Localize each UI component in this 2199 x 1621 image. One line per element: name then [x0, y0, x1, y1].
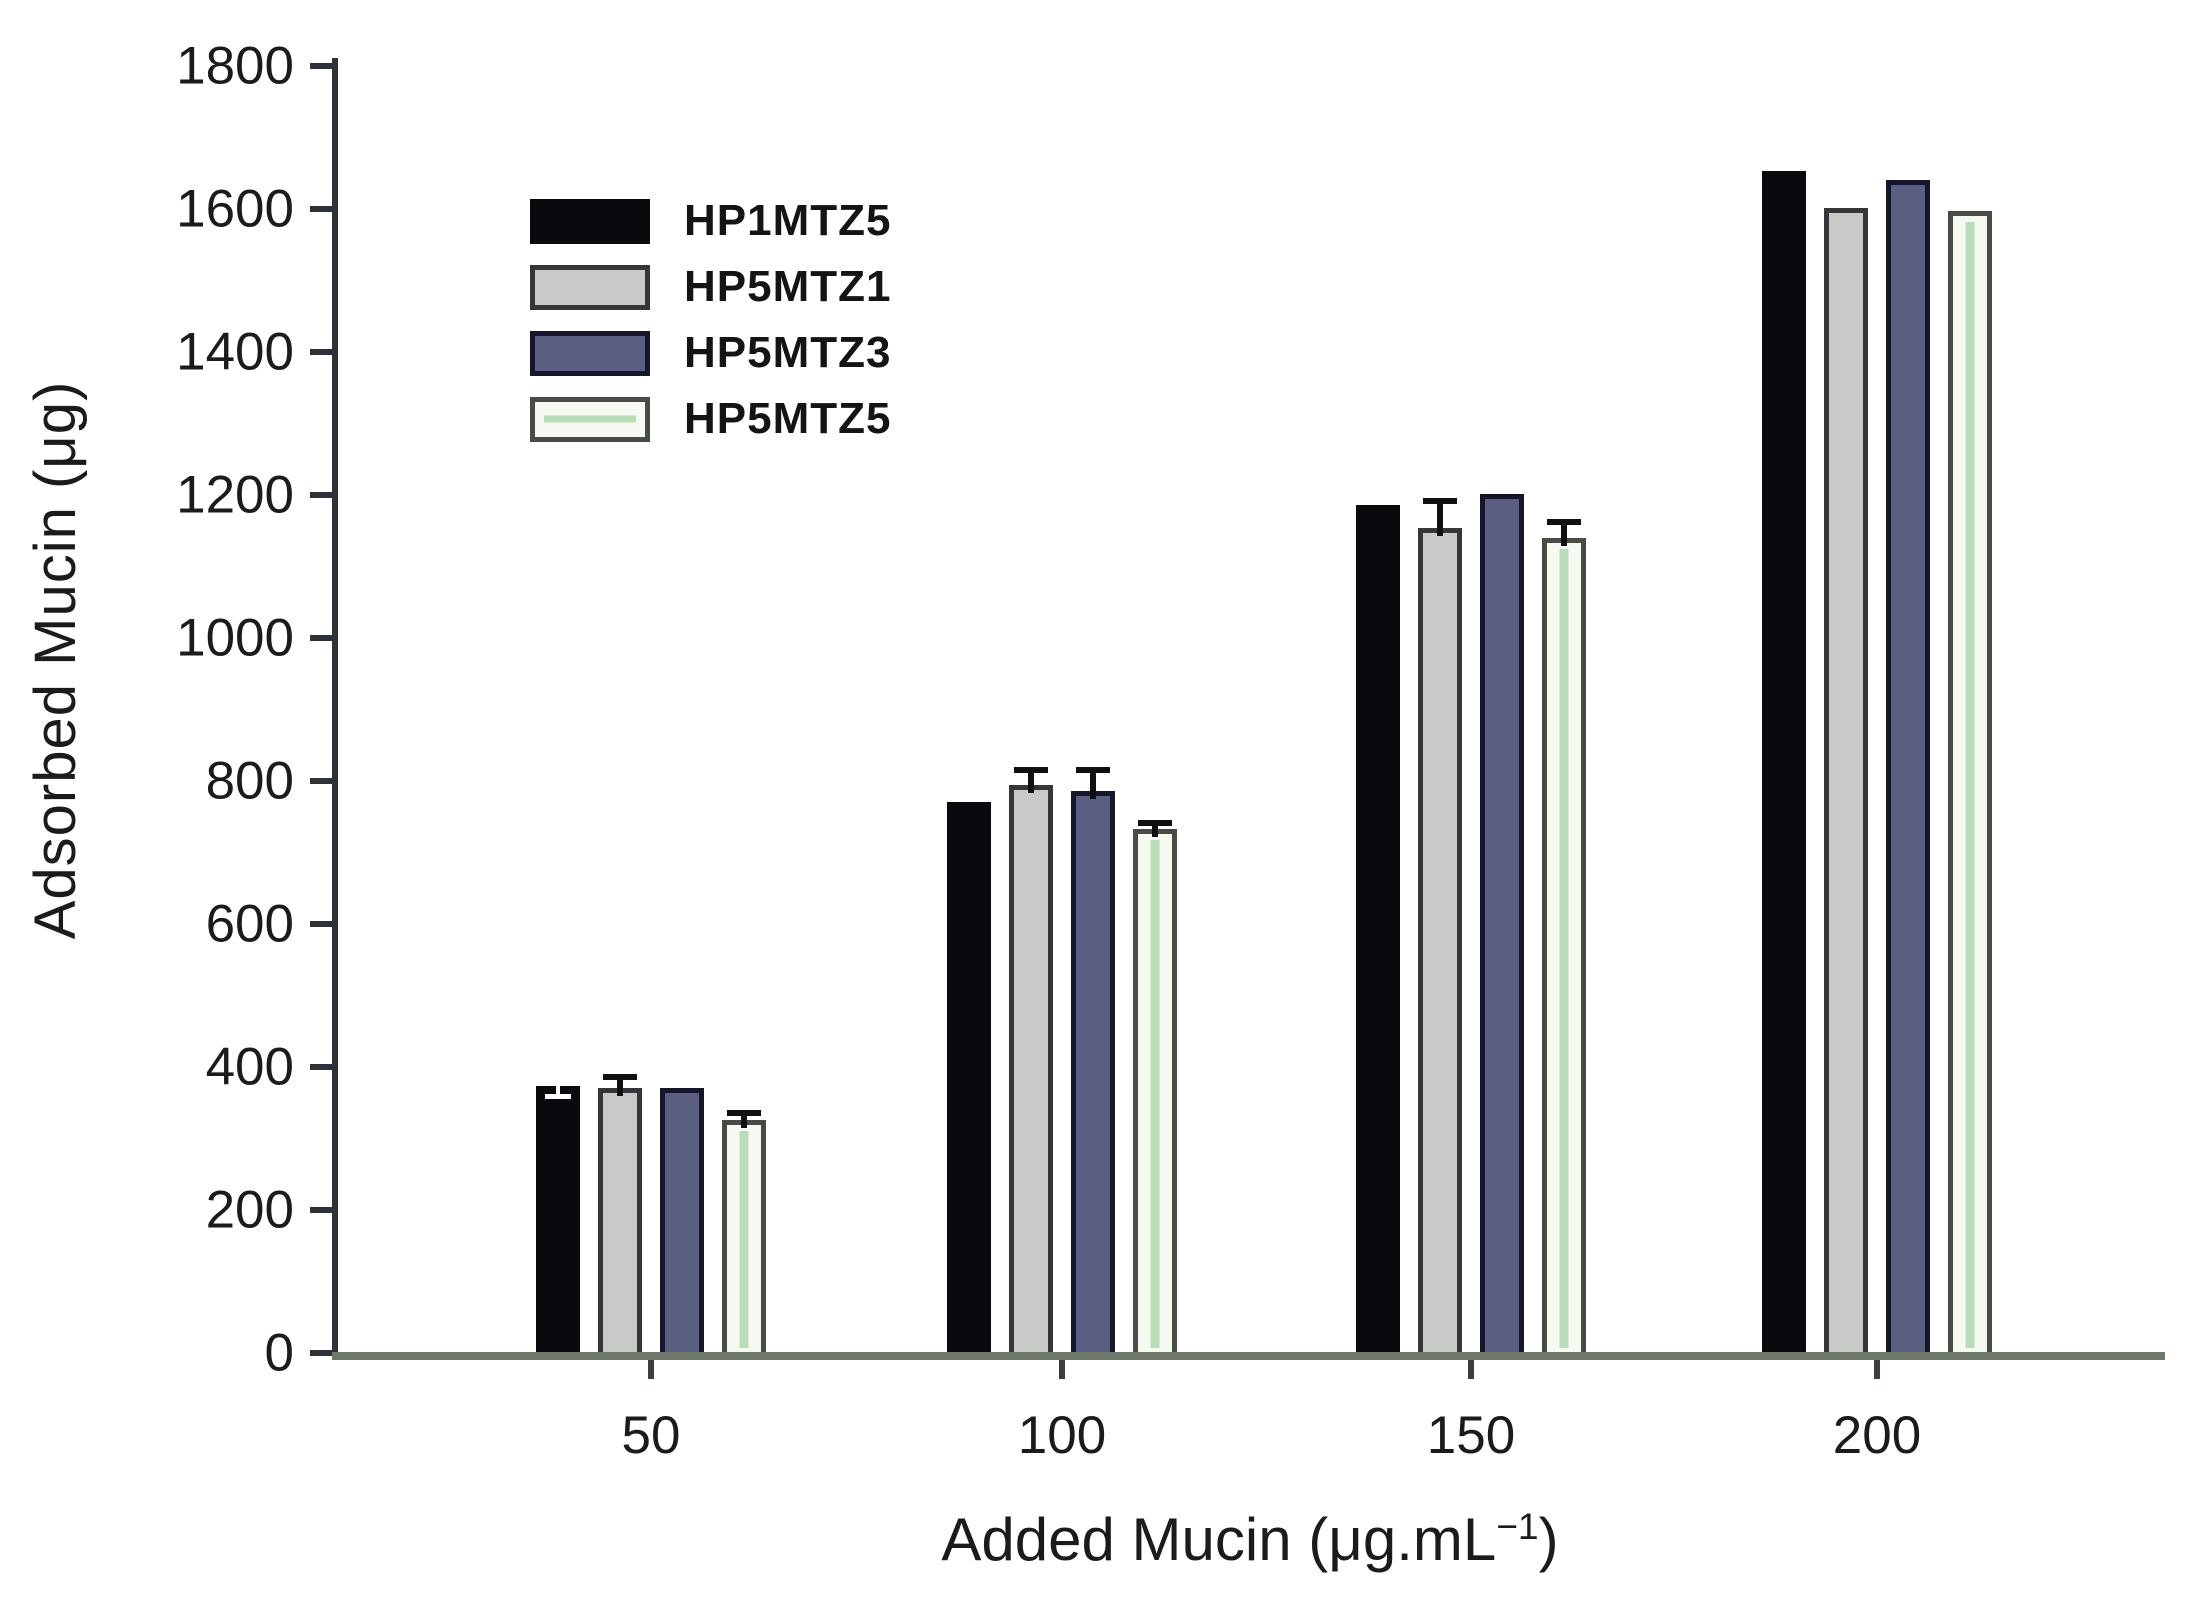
- bar-hp5mtz5-200: [1948, 211, 1992, 1357]
- bar-hp5mtz1-100: [1009, 784, 1053, 1357]
- x-tick-label: 100: [1017, 1406, 1107, 1465]
- bar-hp5mtz3-200: [1886, 179, 1930, 1357]
- x-axis-title-close: ): [1538, 1506, 1559, 1573]
- legend-swatch: [530, 396, 650, 442]
- bar-stripe: [739, 1130, 749, 1348]
- bar-hp1mtz5-50: [536, 1085, 580, 1357]
- x-tick-mark: [1874, 1360, 1880, 1379]
- legend-swatch: [530, 198, 650, 244]
- y-tick-mark: [310, 635, 332, 641]
- bar-stripe: [1965, 222, 1975, 1348]
- y-tick-label: 800: [205, 751, 294, 811]
- bar-hp1mtz5-150: [1356, 505, 1400, 1357]
- error-bar-inner-white-stem: [556, 1085, 560, 1096]
- bar-hp1mtz5-100: [947, 802, 991, 1357]
- y-tick-label: 1000: [176, 608, 294, 668]
- error-bar-stem: [1152, 823, 1158, 837]
- bar-hp5mtz5-100: [1133, 828, 1177, 1357]
- x-tick-label: 50: [621, 1406, 681, 1465]
- error-bar-cap: [727, 1109, 761, 1116]
- bar-hp5mtz1-50: [598, 1087, 642, 1357]
- y-axis-line: [332, 58, 338, 1358]
- error-bar-stem: [1090, 770, 1096, 799]
- bar-hp1mtz5-200: [1762, 171, 1806, 1357]
- legend-item-hp1mtz5: HP1MTZ5: [530, 188, 891, 254]
- legend-item-hp5mtz5: HP5MTZ5: [530, 386, 891, 452]
- legend-label: HP5MTZ3: [684, 328, 892, 377]
- error-bar-stem: [1561, 522, 1567, 546]
- error-bar-cap: [1547, 519, 1581, 526]
- bar-hp5mtz1-150: [1418, 527, 1462, 1357]
- x-axis-title-text: Added Mucin (μg.mL: [941, 1506, 1497, 1573]
- legend-swatch-stripe: [543, 415, 637, 423]
- x-tick-label: 150: [1426, 1406, 1516, 1465]
- y-tick-label: 1800: [176, 36, 294, 96]
- legend-label: HP5MTZ5: [684, 394, 892, 443]
- y-tick-mark: [310, 778, 332, 784]
- bar-hp5mtz3-50: [660, 1088, 704, 1357]
- x-tick-label: 200: [1832, 1406, 1922, 1465]
- legend-item-hp5mtz1: HP5MTZ1: [530, 254, 891, 320]
- legend-item-hp5mtz3: HP5MTZ3: [530, 320, 891, 386]
- x-tick-mark: [648, 1360, 654, 1379]
- x-axis-line: [332, 1352, 2165, 1360]
- error-bar-inner-white-cap: [545, 1093, 571, 1099]
- bar-stripe: [1559, 548, 1569, 1348]
- y-tick-mark: [310, 63, 332, 69]
- bar-stripe: [1150, 839, 1160, 1348]
- legend-label: HP5MTZ1: [684, 262, 892, 311]
- error-bar-cap: [1014, 766, 1048, 773]
- y-tick-mark: [310, 349, 332, 355]
- bar-hp5mtz1-200: [1824, 208, 1868, 1357]
- error-bar-cap: [1138, 820, 1172, 827]
- y-tick-mark: [310, 1350, 332, 1356]
- legend-label: HP1MTZ5: [684, 196, 892, 245]
- error-bar-cap: [1076, 767, 1110, 774]
- legend-swatch: [530, 264, 650, 310]
- error-bar-stem: [741, 1112, 747, 1128]
- y-tick-label: 400: [205, 1037, 294, 1097]
- bar-hp5mtz3-150: [1480, 493, 1524, 1357]
- y-tick-mark: [310, 206, 332, 212]
- y-tick-label: 1600: [176, 179, 294, 239]
- y-tick-mark: [310, 492, 332, 498]
- y-tick-mark: [310, 921, 332, 927]
- y-tick-label: 600: [205, 894, 294, 954]
- y-tick-label: 1200: [176, 465, 294, 525]
- x-axis-title: Added Mucin (μg.mL−1): [941, 1505, 1558, 1574]
- x-axis-title-superscript: −1: [1496, 1505, 1539, 1547]
- x-tick-mark: [1059, 1360, 1065, 1379]
- bar-hp5mtz5-50: [722, 1119, 766, 1357]
- y-tick-label: 1400: [176, 322, 294, 382]
- bar-hp5mtz3-100: [1071, 791, 1115, 1357]
- y-tick-label: 200: [205, 1180, 294, 1240]
- bar-hp5mtz5-150: [1542, 537, 1586, 1357]
- y-tick-mark: [310, 1064, 332, 1070]
- x-tick-mark: [1468, 1360, 1474, 1379]
- y-tick-label: 0: [264, 1323, 294, 1383]
- error-bar-cap: [1423, 497, 1457, 504]
- y-tick-mark: [310, 1207, 332, 1213]
- legend-swatch: [530, 330, 650, 376]
- error-bar-stem: [1028, 769, 1034, 793]
- error-bar-stem: [617, 1077, 623, 1096]
- legend: HP1MTZ5 HP5MTZ1 HP5MTZ3 HP5MTZ5: [530, 188, 891, 452]
- error-bar-stem: [1437, 500, 1443, 536]
- error-bar-cap: [603, 1074, 637, 1080]
